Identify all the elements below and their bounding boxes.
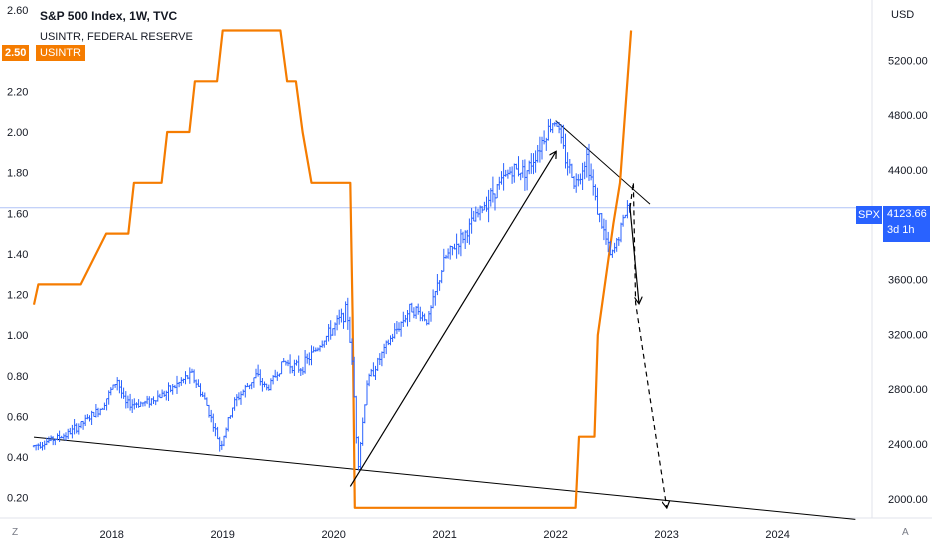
projection-arrow: [349, 152, 555, 487]
left-axis-tick-label: 0.80: [7, 371, 28, 383]
left-axis-tick-label: 1.00: [7, 330, 28, 342]
trendline: [555, 120, 651, 205]
dashed-projection-arrow: [629, 182, 667, 507]
left-axis-tick-label: 1.60: [7, 208, 28, 220]
left-axis-tick-label: 2.60: [7, 5, 28, 17]
left-axis-tick-label: 0.20: [7, 493, 28, 505]
usintr-series-tag[interactable]: USINTR: [36, 45, 85, 61]
spx-price-badge: SPX 4123.66 3d 1h: [856, 206, 930, 242]
left-axis-tick-label: 1.20: [7, 290, 28, 302]
right-axis-tick-label: 3200.00: [888, 329, 928, 341]
right-axis-tick-label: 2000.00: [888, 494, 928, 506]
chart-subtitle: USINTR, FEDERAL RESERVE: [40, 31, 193, 43]
right-axis-tick-label: 4800.00: [888, 110, 928, 122]
projection-arrow: [629, 207, 639, 303]
left-axis-tick-label: 1.40: [7, 249, 28, 261]
x-axis-tick-label: 2021: [432, 529, 456, 541]
x-axis-tick-label: 2018: [99, 529, 123, 541]
spx-countdown: 3d 1h: [887, 224, 915, 236]
right-axis-tick-label: 5200.00: [888, 55, 928, 67]
auto-scale-button[interactable]: A: [902, 527, 909, 538]
left-axis-tick-label: 2.20: [7, 86, 28, 98]
x-axis-tick-label: 2023: [654, 529, 678, 541]
trendline: [33, 436, 856, 520]
right-axis-tick-label: 4400.00: [888, 165, 928, 177]
usintr-line: [32, 29, 633, 509]
usintr-value-tag: 2.50: [2, 45, 30, 61]
x-axis-tick-label: 2020: [321, 529, 345, 541]
currency-label: USD: [891, 9, 915, 21]
right-axis-tick-label: 3600.00: [888, 275, 928, 287]
x-axis-tick-label: 2019: [210, 529, 234, 541]
left-axis-tick-label: 0.60: [7, 411, 28, 423]
right-axis-tick-label: 2800.00: [888, 384, 928, 396]
right-axis-tick-label: 2400.00: [888, 439, 928, 451]
left-axis-tick-label: 0.40: [7, 452, 28, 464]
timezone-button[interactable]: Z: [12, 527, 19, 538]
x-axis-tick-label: 2022: [543, 529, 567, 541]
left-axis-tick-label: 1.80: [7, 168, 28, 180]
spx-price-value: 4123.66: [887, 208, 927, 220]
x-axis-tick-label: 2024: [765, 529, 789, 541]
chart-title: S&P 500 Index, 1W, TVC: [40, 9, 178, 23]
spx-symbol-tag[interactable]: SPX: [856, 206, 882, 224]
left-axis-tick-label: 2.00: [7, 127, 28, 139]
spx-price-tag: 4123.66 3d 1h: [883, 206, 930, 242]
